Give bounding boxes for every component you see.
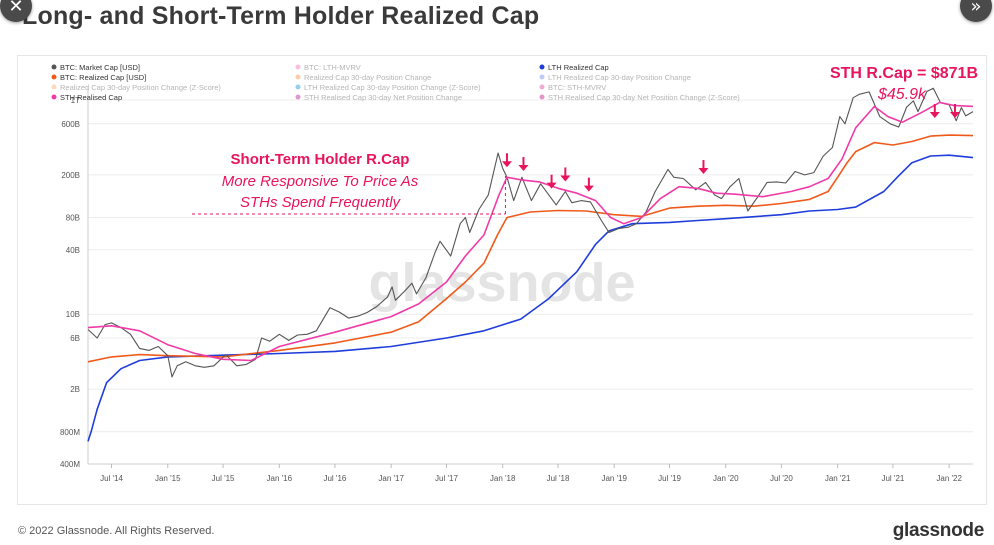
x-tick-label: Jul '15: [212, 474, 235, 483]
y-tick-label: 800M: [60, 428, 80, 437]
series-line-lth-realized-cap: [87, 154, 974, 442]
close-button[interactable]: ✕: [0, 0, 32, 22]
legend-marker: [51, 64, 57, 70]
page-title: Long- and Short-Term Holder Realized Cap: [22, 2, 540, 30]
chart-series-lines: [87, 87, 974, 442]
x-tick-label: Jan '18: [490, 474, 516, 483]
y-tick-label: 10B: [66, 310, 80, 319]
x-tick-label: Jul '17: [435, 474, 458, 483]
sth-cap-line-2: STHs Spend Frequently: [240, 194, 402, 211]
footer-brand: glassnode: [892, 520, 985, 541]
series-line-sth-realised-cap: [87, 101, 974, 362]
legend-item-label[interactable]: STH Realised Cap: [60, 93, 122, 102]
legend-item-label[interactable]: Realized Cap 30-day Position Change: [304, 73, 431, 82]
legend-item-label[interactable]: BTC: STH-MVRV: [548, 83, 606, 92]
peak-arrow-icon: [518, 165, 529, 172]
legend-item-label[interactable]: BTC: LTH-MVRV: [304, 63, 361, 72]
peak-arrow-icon: [583, 185, 594, 192]
legend-marker: [295, 74, 301, 80]
x-tick-label: Jan '21: [825, 474, 851, 483]
chart-annotations: Short-Term Holder R.Cap More Responsive T…: [192, 65, 978, 215]
y-axis-ticks: 400M 800M 2B 6B 10B 40B 80B 200B 600B 1T: [60, 96, 80, 469]
sth-rcap-price: $45.9k: [877, 86, 927, 103]
y-tick-label: 40B: [66, 246, 80, 255]
legend-item-label[interactable]: STH Realised Cap 30-day Net Position Cha…: [548, 93, 740, 102]
sth-cap-line-1: More Responsive To Price As: [222, 173, 419, 190]
x-tick-label: Jul '18: [547, 474, 570, 483]
series-line-btc-realized-cap-usd: [87, 134, 974, 363]
legend-marker: [295, 94, 301, 100]
legend-marker: [295, 84, 301, 90]
next-button[interactable]: »: [960, 0, 992, 22]
x-tick-label: Jan '22: [936, 474, 962, 483]
x-tick-label: Jul '19: [658, 474, 681, 483]
y-tick-label: 6B: [70, 334, 80, 343]
peak-arrow-icon: [546, 182, 557, 189]
x-tick-label: Jan '19: [601, 474, 627, 483]
peak-arrow-icon: [501, 161, 512, 168]
x-tick-label: Jan '16: [267, 474, 293, 483]
legend-item-label[interactable]: BTC: Market Cap [USD]: [60, 63, 140, 72]
legend-marker: [539, 74, 545, 80]
legend-item-label[interactable]: LTH Realized Cap 30-day Position Change: [548, 73, 691, 82]
y-tick-label: 80B: [66, 214, 80, 223]
legend-marker: [295, 64, 301, 70]
series-line-btc-market-cap-usd: [87, 87, 974, 378]
peak-arrow-icon: [560, 175, 571, 182]
sth-rcap-value: STH R.Cap = $871B: [830, 65, 978, 82]
x-tick-label: Jul '14: [100, 474, 123, 483]
peak-arrow-icon: [929, 112, 940, 118]
y-tick-label: 1T: [71, 96, 80, 105]
legend-item-label[interactable]: Realized Cap 30-day Position Change (Z-S…: [60, 83, 221, 92]
y-tick-label: 400M: [60, 460, 80, 469]
close-icon: ✕: [8, 0, 24, 17]
peak-arrow-icon: [949, 112, 960, 118]
legend-marker: [51, 94, 57, 100]
legend-marker: [539, 84, 545, 90]
footer-copyright: © 2022 Glassnode. All Rights Reserved.: [18, 525, 215, 537]
legend-marker: [539, 64, 545, 70]
legend-item-label[interactable]: STH Realised Cap 30-day Net Position Cha…: [304, 93, 462, 102]
x-tick-label: Jul '20: [770, 474, 793, 483]
legend-marker: [539, 94, 545, 100]
chart-frame: glassnode 400M 800M 2B 6B 10B 40B 80B 200B 600B 1…: [17, 55, 987, 505]
x-tick-label: Jul '16: [323, 474, 346, 483]
peak-arrow-icon: [698, 168, 709, 175]
legend-marker: [51, 84, 57, 90]
x-tick-label: Jan '17: [378, 474, 404, 483]
chevron-right-icon: »: [970, 0, 982, 17]
chart-svg: glassnode 400M 800M 2B 6B 10B 40B 80B 200B 600B 1…: [51, 63, 978, 483]
chart-watermark: glassnode: [368, 253, 635, 313]
chart-grid: [87, 86, 973, 465]
y-tick-label: 200B: [61, 171, 80, 180]
legend-marker: [51, 74, 57, 80]
chart-legend: BTC: Market Cap [USD] BTC: LTH-MVRV LTH Re…: [51, 63, 740, 102]
sth-cap-heading: Short-Term Holder R.Cap: [231, 151, 410, 168]
legend-item-label[interactable]: BTC: Realized Cap [USD]: [60, 73, 146, 82]
legend-item-label[interactable]: LTH Realized Cap: [548, 63, 609, 72]
x-tick-label: Jan '20: [713, 474, 739, 483]
x-axis-ticks: Jul '14 Jan '15 Jul '15 Jan '16 Jul '16 Jan '…: [100, 464, 962, 483]
x-tick-label: Jan '15: [155, 474, 181, 483]
y-tick-label: 600B: [61, 120, 80, 129]
legend-item-label[interactable]: LTH Realized Cap 30-day Position Change …: [304, 83, 481, 92]
x-tick-label: Jul '21: [881, 474, 904, 483]
y-tick-label: 2B: [70, 385, 80, 394]
